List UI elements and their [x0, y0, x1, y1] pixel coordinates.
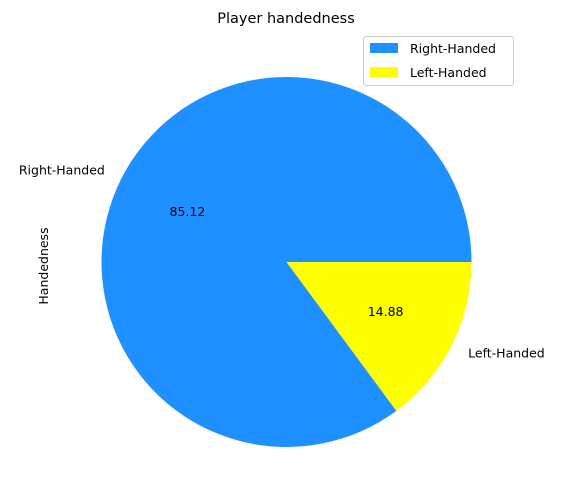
slice-value-left-handed: 14.88	[368, 304, 404, 319]
legend-frame	[363, 36, 514, 86]
legend: Right-Handed Left-Handed	[363, 36, 514, 86]
pie-slice-left-handed	[286, 262, 472, 411]
slice-value-labels: 85.12 14.88	[170, 204, 404, 319]
legend-swatch-right-handed	[370, 43, 398, 53]
pie-slice-right-handed	[101, 77, 472, 448]
legend-label-right-handed: Right-Handed	[410, 41, 496, 56]
y-axis-label: Handedness	[36, 227, 51, 304]
slice-labels: Right-Handed Left-Handed	[19, 162, 545, 360]
pie-slices	[101, 77, 472, 448]
chart-title: Player handedness	[217, 11, 355, 27]
legend-swatch-left-handed	[370, 67, 398, 77]
legend-label-left-handed: Left-Handed	[410, 65, 487, 80]
slice-value-right-handed: 85.12	[170, 204, 206, 219]
slice-label-left-handed: Left-Handed	[468, 346, 545, 361]
slice-label-right-handed: Right-Handed	[19, 162, 105, 177]
